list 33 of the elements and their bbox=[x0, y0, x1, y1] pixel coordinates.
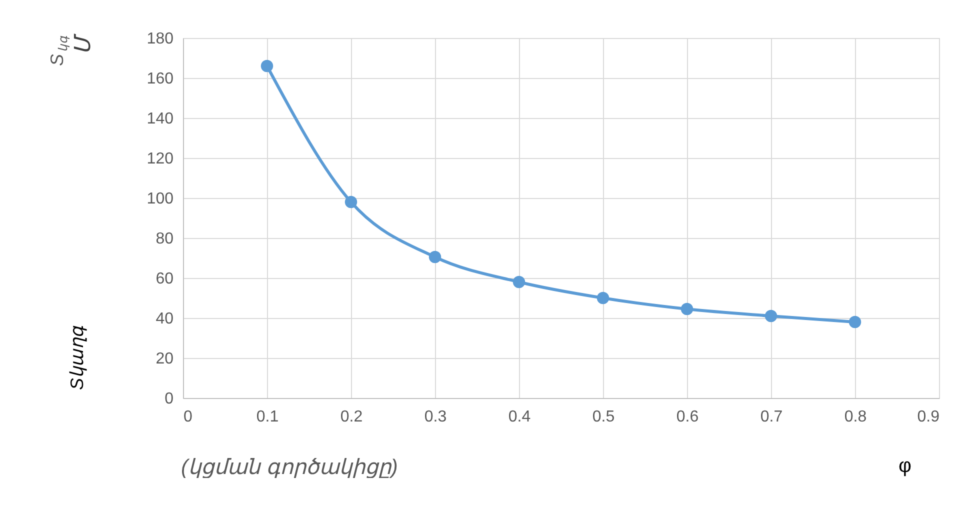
y-tick-label: 160 bbox=[146, 70, 174, 88]
x-tick-label: 0.6 bbox=[676, 408, 699, 426]
y-tick-label: 120 bbox=[146, 150, 174, 168]
text: φ bbox=[898, 455, 912, 477]
point bbox=[344, 196, 358, 208]
x-tick-label: 0.5 bbox=[592, 408, 615, 426]
point bbox=[428, 250, 442, 264]
x-tick-label: 0.3 bbox=[424, 408, 447, 426]
x-tick-label: 0.2 bbox=[340, 408, 363, 426]
x-tick-label: 0.7 bbox=[760, 408, 783, 426]
y-axis-title: Sկգ bbox=[47, 35, 70, 66]
x-tick-label: 0.1 bbox=[256, 408, 279, 426]
y-tick-label: 140 bbox=[146, 110, 174, 128]
point bbox=[260, 60, 274, 72]
point bbox=[596, 292, 610, 304]
y-tick-label: 60 bbox=[156, 270, 174, 288]
x-tick-label: 0 bbox=[184, 408, 192, 426]
text: Մ bbox=[70, 34, 95, 54]
point bbox=[512, 276, 526, 288]
text: Sկաղգ bbox=[67, 325, 87, 390]
y-tick-label: 100 bbox=[146, 190, 174, 208]
point bbox=[764, 310, 778, 322]
point bbox=[848, 316, 862, 328]
y-tick-label: 0 bbox=[164, 390, 174, 408]
x-tick-label: 0.8 bbox=[844, 408, 867, 426]
y-tick-label: 20 bbox=[156, 350, 174, 368]
y-tick-label: 180 bbox=[146, 30, 174, 48]
x-tick-label: 0.9 bbox=[917, 408, 940, 426]
y-tick-label: 80 bbox=[156, 230, 174, 248]
x-tick-label: 0.4 bbox=[508, 408, 531, 426]
point bbox=[680, 302, 694, 316]
x-axis-title: (կցման գործակիցը) bbox=[181, 456, 398, 479]
y-tick-label: 40 bbox=[156, 310, 174, 328]
